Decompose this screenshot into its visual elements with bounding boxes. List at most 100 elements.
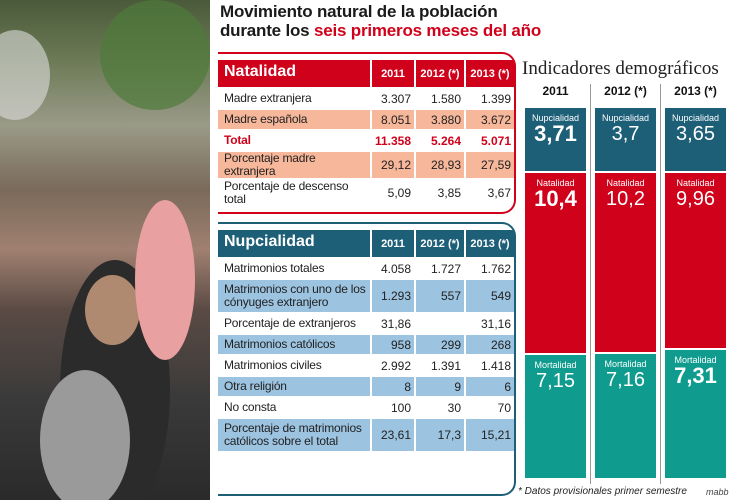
row-value: 11.358 [374,133,411,148]
row-value [416,314,464,333]
row-value: 23,61 [372,419,414,451]
street-crowd-photo [0,0,210,500]
segment-value: 7,31 [674,363,717,388]
row-value: 31,86 [380,316,411,331]
segment-value: 3,7 [611,123,640,145]
row-value: 28,93 [416,152,464,178]
column-header: 2011 [372,230,414,257]
indicator-segment-mortalidad: Mortalidad 7,31 [665,350,726,478]
row-value: 3.880 [416,110,464,129]
table-row: No consta 100 30 70 [218,398,514,417]
row-value: 1.727 [430,261,461,276]
row-label: Porcentaje de matrimonios católicos sobr… [218,419,370,451]
segment-value: 10,4 [534,185,577,211]
title-line-1: Movimiento natural de la población [220,2,498,21]
segment-value: 3,65 [676,123,715,145]
table-row: Porcentaje madre extranjera 29,12 28,93 27,… [218,152,514,178]
nupcialidad-table: Nupcialidad 2011 2012 (*) 2013 (*) Matrimoni… [218,222,516,496]
row-label: No consta [224,400,277,414]
segment-label: Natalidad [536,177,575,188]
row-value: 1.293 [372,280,414,312]
row-value: 2.992 [380,358,411,373]
segment-label: Mortalidad [674,355,717,365]
row-value: 3.672 [466,110,514,129]
indicator-segment-mortalidad: Mortalidad 7,16 [595,353,656,478]
row-label: Total [224,133,251,147]
row-value: 1.418 [480,358,511,373]
row-label: Madre extranjera [224,91,312,105]
row-value: 1.399 [480,91,511,106]
column-divider [590,84,591,484]
table-title: Natalidad [218,60,370,87]
table-row: Madre extranjera 3.307 1.580 1.399 [218,89,514,108]
row-value: 15,21 [466,419,514,451]
table-row: Porcentaje de descenso total 5,09 3,85 3,67 [218,180,514,206]
indicator-segment-nupcialidad: Nupcialidad 3,65 [665,108,726,171]
row-value: 70 [497,400,511,415]
row-value: 31,16 [480,316,511,331]
row-value: 27,59 [466,152,514,178]
indicators-title: Indicadores demográficos [522,58,719,79]
row-label: Madre española [218,110,370,129]
column-header: 2013 (*) [466,230,514,257]
column-header: 2013 (*) [466,60,514,87]
row-value: 3,67 [487,186,511,200]
row-value: 1.580 [430,91,461,106]
segment-label: Natalidad [606,178,645,189]
segment-value: 3,71 [534,121,577,146]
year-label: 2011 [542,84,569,98]
row-value: 549 [466,280,514,312]
row-value: 557 [416,280,464,312]
row-value: 3.307 [380,91,411,106]
title-highlight: seis primeros meses del año [313,21,541,40]
segment-label: Mortalidad [534,359,577,370]
segment-value: 7,16 [606,368,645,391]
row-value: 9 [416,377,464,396]
table-row: Matrimonios civiles 2.992 1.391 1.418 [218,356,514,375]
indicator-column: Nupcialidad 3,65 Natalidad 9,96 Mortalidad 7,… [665,108,726,480]
column-header: 2012 (*) [416,60,464,87]
infographic-title: Movimiento natural de la población duran… [220,2,541,40]
segment-label: Mortalidad [604,358,647,369]
segment-label: Natalidad [676,177,715,188]
table-row: Matrimonios con uno de los cónyuges extr… [218,280,514,312]
indicator-column: Nupcialidad 3,7 Natalidad 10,2 Mortalidad 7,1… [595,108,656,480]
row-value: 8 [372,377,414,396]
row-label: Porcentaje de descenso total [224,179,349,206]
title-line-2: durante los [220,21,314,40]
natalidad-table: Natalidad 2011 2012 (*) 2013 (*) Madre extra… [218,52,516,214]
row-label: Matrimonios católicos [218,335,370,354]
row-label: Porcentaje madre extranjera [218,152,370,178]
table-row: Matrimonios católicos 958 299 268 [218,335,514,354]
table-row: Porcentaje de matrimonios católicos sobr… [218,419,514,451]
row-label: Otra religión [218,377,370,396]
segment-value: 9,96 [676,187,715,210]
segment-value: 10,2 [606,188,645,211]
segment-value: 7,15 [536,369,575,392]
table-row: Madre española 8.051 3.880 3.672 [218,110,514,129]
indicator-segment-nupcialidad: Nupcialidad 3,71 [525,108,586,171]
table-row: Matrimonios totales 4.058 1.727 1.762 [218,259,514,278]
row-value: 1.762 [480,261,511,276]
segment-label: Nupcialidad [601,113,650,123]
table-row: Otra religión 8 9 6 [218,377,514,396]
row-value: 5.071 [480,133,511,148]
row-value: 30 [447,400,461,415]
segment-label: Nupcialidad [531,113,580,123]
row-value: 5,09 [387,186,411,200]
row-value: 4.058 [380,261,411,276]
table-header: Nupcialidad 2011 2012 (*) 2013 (*) [218,230,514,257]
column-header: 2011 [372,60,414,87]
table-title: Nupcialidad [218,230,370,257]
indicator-segment-natalidad: Natalidad 9,96 [665,172,726,348]
column-header: 2012 (*) [416,230,464,257]
indicator-segment-natalidad: Natalidad 10,2 [595,173,656,352]
row-value: 1.391 [430,358,461,373]
row-value: 17,3 [416,419,464,451]
table-row: Porcentaje de extranjeros 31,86 31,16 [218,314,514,333]
row-value: 958 [372,335,414,354]
year-label: 2012 (*) [604,84,647,98]
table-row: Total 11.358 5.264 5.071 [218,131,514,150]
row-value: 5.264 [430,133,461,148]
author-credit: mabb [706,487,729,497]
